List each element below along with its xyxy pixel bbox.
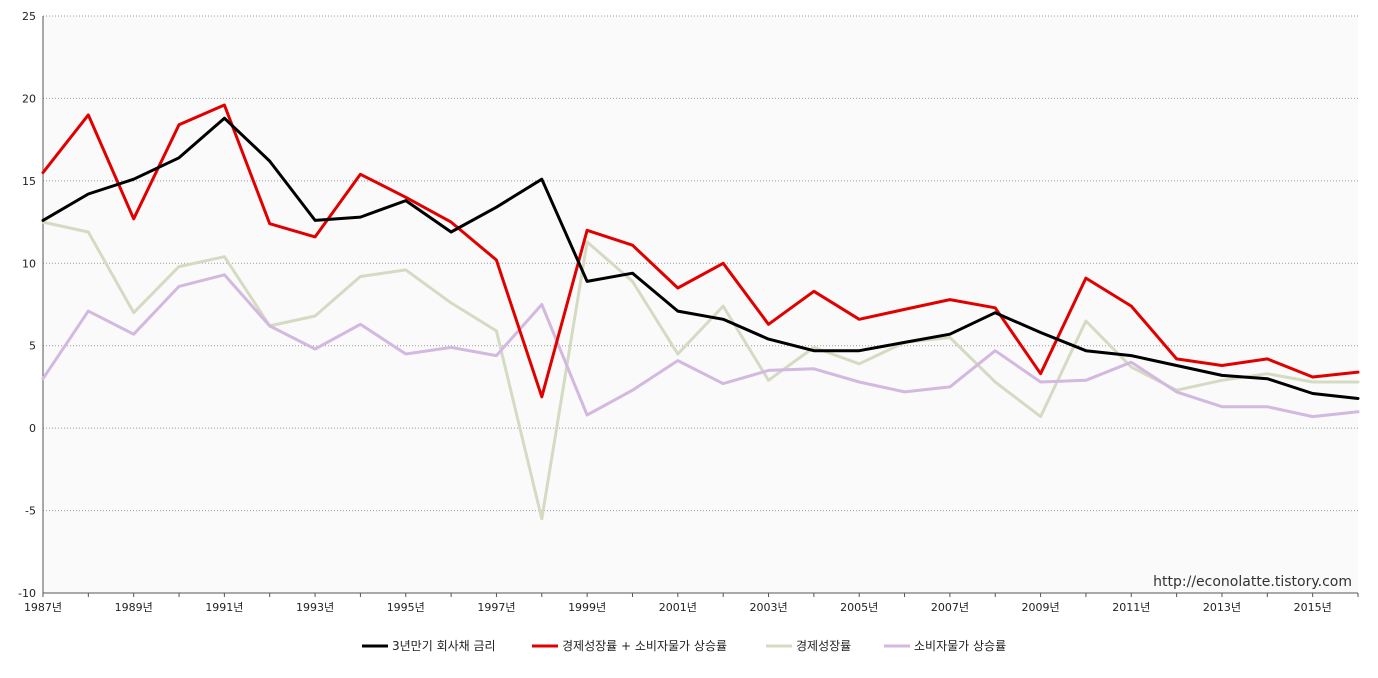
- y-tick-label: 15: [22, 175, 36, 188]
- y-tick-label: 20: [22, 92, 36, 105]
- x-tick-label: 1989년: [115, 601, 153, 614]
- x-tick-label: 1987년: [24, 601, 62, 614]
- y-tick-label: 5: [29, 340, 36, 353]
- gridlines: [43, 15, 1358, 512]
- series-line: [41, 103, 1360, 399]
- legend-entry: 3년만기 회사채 금리: [392, 639, 496, 653]
- x-tick-label: 2003년: [749, 601, 787, 614]
- legend-entry: 경제성장률 + 소비자물가 상승률: [562, 639, 727, 653]
- x-tick-label: 2005년: [840, 601, 878, 614]
- x-tick-label: 1991년: [205, 601, 243, 614]
- series-line: [41, 116, 1360, 400]
- x-tick-label: 1995년: [387, 601, 425, 614]
- y-tick-label: -5: [25, 505, 36, 518]
- x-tick-label: 1997년: [477, 601, 515, 614]
- y-tick-label: 10: [22, 257, 36, 270]
- plot-area: [43, 16, 1358, 593]
- x-tick-label: 2011년: [1112, 601, 1150, 614]
- watermark-text: http://econolatte.tistory.com: [1153, 574, 1352, 590]
- legend-entry: 소비자물가 상승률: [914, 639, 1006, 653]
- legend: 3년만기 회사채 금리 경제성장률 + 소비자물가 상승률 경제성장률 소비자물가 상…: [362, 639, 1006, 653]
- axes: -10 -5 0 5 10 15 20 25 1987년 1989년 1991년 1993년 1995년…: [18, 10, 1359, 614]
- x-tick-label: 2013년: [1203, 601, 1241, 614]
- y-tick-label: 25: [22, 10, 36, 23]
- x-tick-label: 2007년: [931, 601, 969, 614]
- x-tick-label: 1993년: [296, 601, 334, 614]
- series-line: [41, 220, 1360, 521]
- series-line: [41, 273, 1360, 419]
- x-tick-label: 2015년: [1294, 601, 1332, 614]
- x-tick-label: 2009년: [1022, 601, 1060, 614]
- x-tick-label: 1999년: [568, 601, 606, 614]
- x-tick-label: 2001년: [659, 601, 697, 614]
- y-tick-label: 0: [29, 422, 36, 435]
- series-lines: [41, 103, 1360, 521]
- legend-entry: 경제성장률: [796, 639, 851, 653]
- y-tick-label: -10: [18, 587, 36, 600]
